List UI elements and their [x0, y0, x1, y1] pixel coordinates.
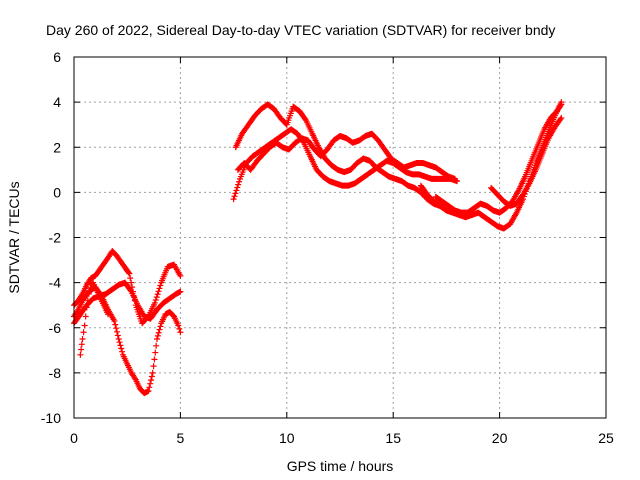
data-point [302, 116, 309, 123]
y-tick-label: -8 [49, 365, 62, 381]
data-point [127, 287, 134, 294]
data-point [85, 290, 92, 297]
data-point [145, 387, 152, 394]
data-point [156, 326, 163, 333]
series-track-7 [234, 130, 458, 182]
data-point [151, 356, 158, 363]
data-point [112, 321, 119, 328]
data-point [74, 308, 81, 315]
data-point [177, 329, 184, 336]
series-track-10 [488, 114, 565, 209]
data-point [84, 297, 91, 304]
x-tick-label: 10 [279, 430, 295, 446]
data-point [176, 325, 183, 332]
data-point [231, 193, 238, 200]
data-point [86, 287, 93, 294]
data-point [116, 339, 123, 346]
data-point [78, 346, 85, 353]
y-tick-label: 6 [53, 49, 61, 65]
data-point [114, 332, 121, 339]
y-tick-label: -4 [49, 275, 62, 291]
data-point [125, 269, 132, 276]
data-point [80, 329, 87, 336]
data-point [115, 336, 122, 343]
data-point [131, 375, 138, 382]
y-tick-label: -10 [41, 410, 61, 426]
data-point [127, 275, 134, 282]
data-point [175, 322, 182, 329]
data-point [149, 369, 156, 376]
y-tick-label: 4 [53, 94, 61, 110]
data-point [113, 325, 120, 332]
data-point [119, 348, 126, 355]
data-point [451, 175, 458, 182]
series-track-3 [71, 279, 184, 327]
data-point [111, 317, 118, 324]
data-point [77, 351, 84, 358]
data-point [177, 272, 184, 279]
data-point [150, 363, 157, 370]
data-point [82, 313, 89, 320]
data-point [234, 184, 241, 191]
y-tick-label: -2 [49, 230, 62, 246]
data-point [153, 294, 160, 301]
data-point [126, 270, 133, 277]
data-point [232, 190, 239, 197]
data-point [152, 349, 159, 356]
grid [74, 57, 606, 418]
series-track-6 [232, 101, 444, 209]
data-point [79, 336, 86, 343]
data-point [155, 288, 162, 295]
data-point [157, 282, 164, 289]
data-point [105, 311, 112, 318]
data-points [71, 99, 565, 397]
data-point [151, 299, 158, 306]
data-point [557, 116, 564, 123]
data-point [157, 323, 164, 330]
data-point [155, 329, 162, 336]
data-point [235, 181, 242, 188]
y-axis-label: SDTVAR / TECUs [6, 181, 22, 293]
data-point [558, 101, 565, 108]
y-tick-label: 2 [53, 139, 61, 155]
series-track-4 [77, 279, 112, 358]
x-tick-label: 15 [385, 430, 401, 446]
series-track-9 [432, 101, 565, 216]
data-point [154, 332, 161, 339]
chart-title: Day 260 of 2022, Sidereal Day-to-day VTE… [46, 22, 555, 38]
data-point [148, 373, 155, 380]
axis-ticks: 0 5 10 15 20 25 -10 -8 -6 -4 -2 0 2 4 6 [41, 49, 614, 446]
data-point [148, 377, 155, 384]
data-point [81, 322, 88, 329]
data-point [147, 380, 154, 387]
data-point [83, 304, 90, 311]
data-point [177, 288, 184, 295]
data-point [128, 279, 135, 286]
data-point [78, 341, 85, 348]
data-point [152, 297, 159, 304]
x-tick-label: 25 [598, 430, 614, 446]
y-tick-label: -6 [49, 320, 62, 336]
data-point [113, 328, 120, 335]
x-tick-label: 20 [492, 430, 508, 446]
data-point [558, 114, 565, 121]
data-point [154, 291, 161, 298]
data-point [236, 178, 243, 185]
x-tick-label: 0 [70, 430, 78, 446]
data-point [230, 196, 237, 203]
data-point [156, 285, 163, 292]
x-axis-label: GPS time / hours [287, 458, 394, 474]
data-point [117, 342, 124, 349]
data-point [557, 102, 564, 109]
data-point [87, 284, 94, 291]
y-tick-label: 0 [53, 184, 61, 200]
data-point [146, 384, 153, 391]
data-point [153, 336, 160, 343]
x-tick-label: 5 [177, 430, 185, 446]
data-point [153, 342, 160, 349]
data-point [118, 345, 125, 352]
data-point [233, 187, 240, 194]
